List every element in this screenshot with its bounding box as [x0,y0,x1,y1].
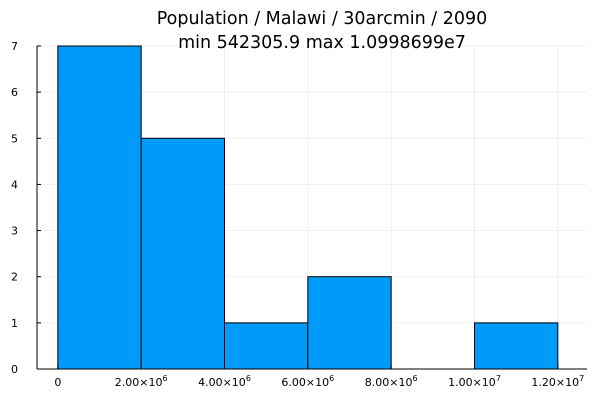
x-tick-label: 1.00×107 [448,374,501,389]
histogram-bars [57,45,559,370]
histogram-bar [140,137,226,370]
histogram-bar [307,276,392,370]
histogram-bar [224,322,309,370]
x-tick-label: 1.20×107 [531,374,584,389]
x-tick-label: 6.00×106 [281,374,334,389]
y-tick-label: 6 [11,86,18,99]
histogram-bar [57,45,142,370]
y-tick-label: 7 [11,40,18,53]
x-tick-label: 8.00×106 [365,374,418,389]
histogram-bar [474,322,559,370]
y-tick-label: 2 [11,271,18,284]
y-tick-label: 1 [11,317,18,330]
y-tick-labels: 0 1 2 3 4 5 6 7 [11,40,18,376]
x-tick-label: 0 [54,376,61,389]
x-tick-label: 2.00×106 [115,374,168,389]
y-tick-label: 4 [11,178,18,191]
axes [36,45,587,370]
y-tick-label: 5 [11,132,18,145]
chart-title-line1: Population / Malawi / 30arcmin / 2090 [157,9,488,29]
chart-title-line2: min 542305.9 max 1.0998699e7 [178,33,466,53]
y-tick-label: 3 [11,225,18,238]
x-tick-labels: 0 2.00×106 4.00×106 6.00×106 8.00×106 1.00×10… [54,374,584,389]
x-tick-label: 4.00×106 [198,374,251,389]
y-tick-label: 0 [11,363,18,376]
